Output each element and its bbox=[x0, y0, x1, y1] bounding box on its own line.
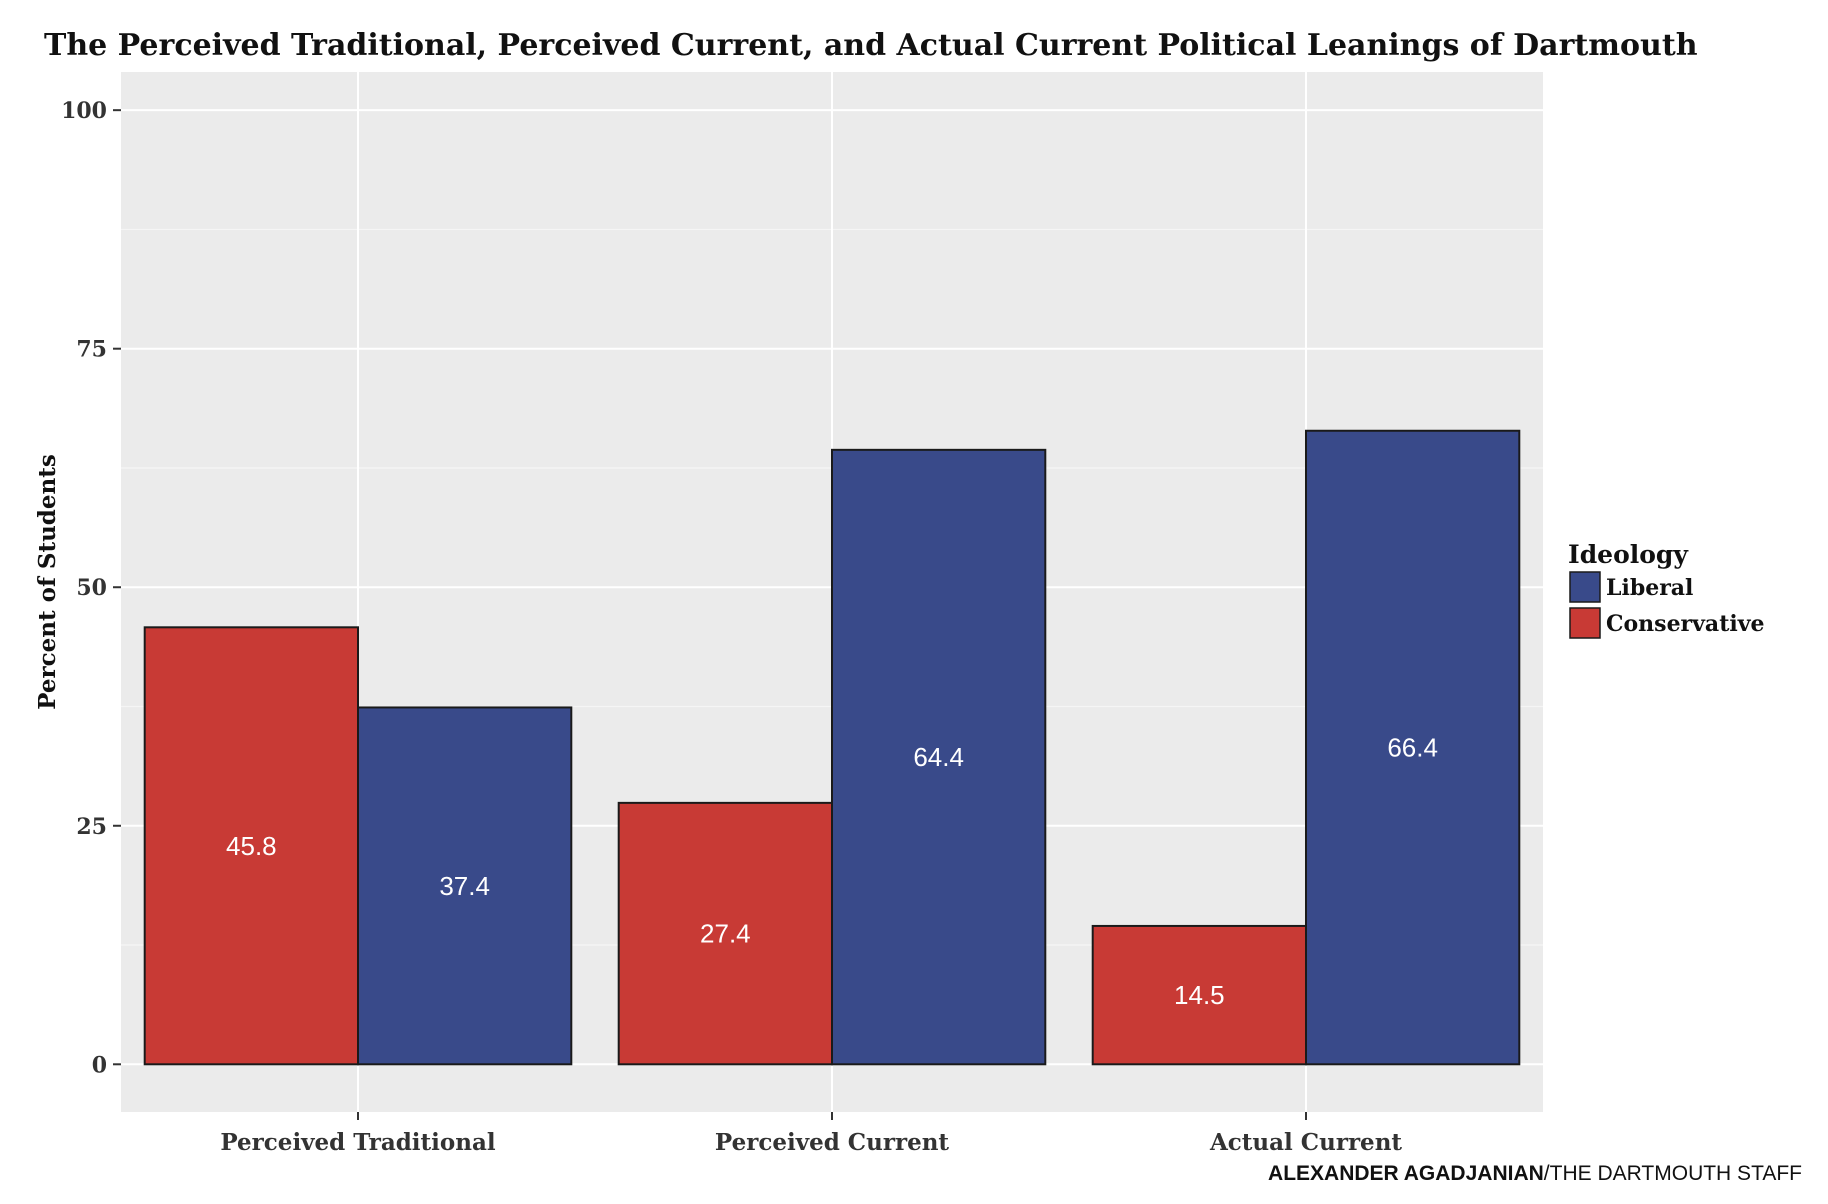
x-tick-label: Actual Current bbox=[1209, 1129, 1402, 1156]
x-tick-label: Perceived Current bbox=[715, 1129, 950, 1156]
x-axis: Perceived Traditional Perceived Current Ac… bbox=[220, 1112, 1402, 1156]
y-axis: 0 25 50 75 100 bbox=[61, 98, 121, 1078]
photo-credit: ALEXANDER AGADJANIAN/THE DARTMOUTH STAFF bbox=[1268, 1162, 1802, 1186]
y-tick-label: 75 bbox=[76, 337, 107, 363]
data-label: 14.5 bbox=[1174, 980, 1225, 1010]
legend-swatch-liberal bbox=[1570, 572, 1600, 602]
x-tick-label: Perceived Traditional bbox=[220, 1129, 495, 1156]
data-label: 27.4 bbox=[700, 919, 751, 949]
legend-label-conservative: Conservative bbox=[1606, 611, 1765, 637]
y-tick-label: 0 bbox=[92, 1052, 107, 1078]
y-tick-label: 100 bbox=[61, 98, 107, 124]
data-label: 64.4 bbox=[913, 742, 964, 772]
credit-author: ALEXANDER AGADJANIAN bbox=[1268, 1162, 1544, 1185]
data-label: 66.4 bbox=[1387, 733, 1438, 763]
legend: Ideology Liberal Conservative bbox=[1568, 540, 1765, 638]
data-label: 45.8 bbox=[226, 831, 277, 861]
legend-label-liberal: Liberal bbox=[1606, 575, 1693, 601]
y-tick-label: 25 bbox=[76, 814, 107, 840]
legend-title: Ideology bbox=[1568, 540, 1689, 569]
credit-organization: /THE DARTMOUTH STAFF bbox=[1544, 1162, 1802, 1185]
y-tick-label: 50 bbox=[76, 575, 107, 601]
legend-swatch-conservative bbox=[1570, 608, 1600, 638]
y-axis-title: Percent of Students bbox=[34, 454, 61, 710]
data-label: 37.4 bbox=[439, 871, 490, 901]
